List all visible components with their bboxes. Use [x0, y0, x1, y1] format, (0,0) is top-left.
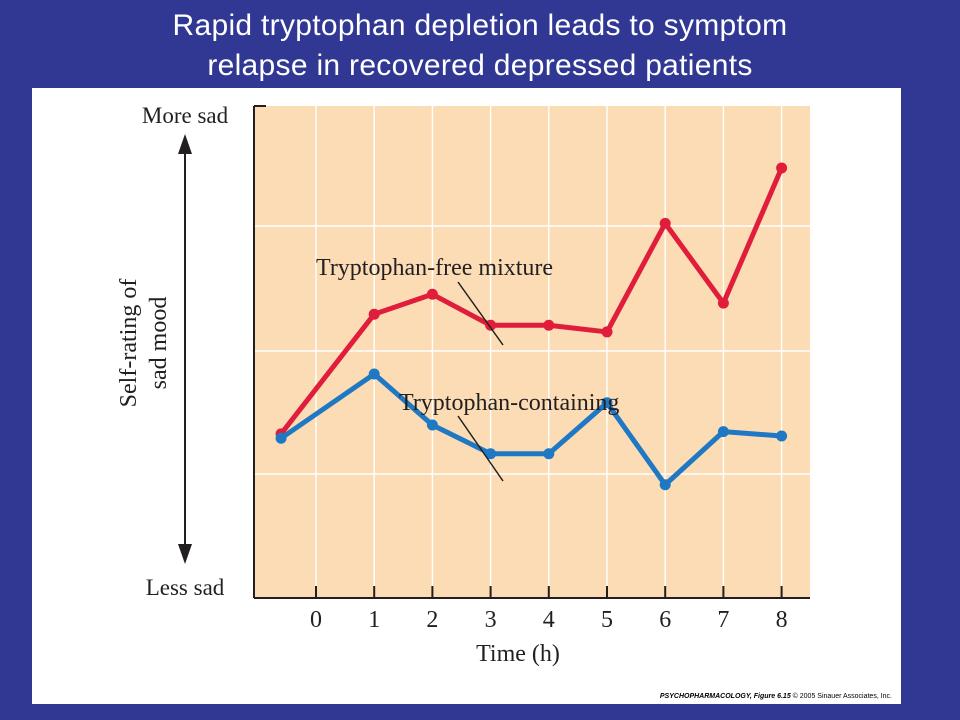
- line-chart: 0 1 2 3 4 5 6 7 8 More sad Less sad Self-rating …: [116, 103, 810, 667]
- series-label-tryptophan-free: Tryptophan-free mixture: [316, 255, 553, 281]
- data-point-tryptophan-containing: [275, 432, 287, 444]
- y-axis-label-line-2: sad mood: [146, 297, 172, 390]
- data-point-tryptophan-free: [543, 319, 555, 331]
- data-point-tryptophan-containing: [717, 426, 729, 438]
- x-ticks: 0 1 2 3 4 5 6 7 8: [310, 586, 788, 633]
- x-tick-label: 2: [426, 607, 438, 633]
- figure-panel: 0 1 2 3 4 5 6 7 8 More sad Less sad Self-rating …: [32, 88, 901, 704]
- slide-title: Rapid tryptophan depletion leads to symp…: [0, 6, 960, 86]
- y-top-label: More sad: [142, 103, 229, 128]
- data-point-tryptophan-containing: [543, 448, 555, 460]
- data-point-tryptophan-containing: [776, 430, 788, 442]
- credit-copyright: © 2005 Sinauer Associates, Inc.: [792, 693, 892, 700]
- credit-source: PSYCHOPHARMACOLOGY, Figure 6.15: [659, 693, 791, 700]
- x-tick-label: 5: [601, 607, 613, 633]
- data-point-tryptophan-free: [368, 308, 380, 320]
- leader-line-tryptophan-free: [457, 281, 504, 346]
- series-group: [275, 162, 788, 491]
- plot-background: [254, 106, 810, 598]
- x-tick-label: 7: [717, 607, 729, 633]
- x-tick-label: 4: [543, 607, 555, 633]
- axes: [253, 105, 810, 599]
- series-annotations: Tryptophan-free mixture Tryptophan-conta…: [316, 255, 619, 482]
- figure-credit: PSYCHOPHARMACOLOGY, Figure 6.15 © 2005 S…: [660, 693, 892, 700]
- data-point-tryptophan-containing: [485, 448, 497, 460]
- data-point-tryptophan-containing: [426, 419, 438, 431]
- data-point-tryptophan-free: [717, 297, 729, 309]
- x-axis-label: Time (h): [476, 641, 560, 667]
- data-point-tryptophan-free: [601, 326, 613, 338]
- leader-line-tryptophan-containing: [457, 415, 504, 482]
- data-point-tryptophan-containing: [368, 368, 380, 380]
- x-tick-label: 8: [776, 607, 788, 633]
- x-tick-label: 3: [485, 607, 497, 633]
- data-point-tryptophan-containing: [601, 397, 613, 409]
- slide-title-line-1: Rapid tryptophan depletion leads to symp…: [172, 9, 788, 42]
- data-point-tryptophan-free: [776, 162, 788, 174]
- data-point-tryptophan-free: [426, 288, 438, 300]
- slide-title-line-2: relapse in recovered depressed patients: [207, 49, 753, 82]
- series-label-tryptophan-containing: Tryptophan-containing: [399, 390, 619, 416]
- y-axis-label-line-1: Self-rating of: [116, 279, 142, 408]
- x-tick-label: 6: [659, 607, 671, 633]
- x-tick-label: 1: [368, 607, 380, 633]
- y-bottom-label: Less sad: [146, 575, 225, 600]
- data-point-tryptophan-free: [659, 217, 671, 229]
- data-point-tryptophan-containing: [659, 479, 671, 491]
- x-tick-label: 0: [310, 607, 322, 633]
- mood-direction-arrow: [178, 134, 192, 564]
